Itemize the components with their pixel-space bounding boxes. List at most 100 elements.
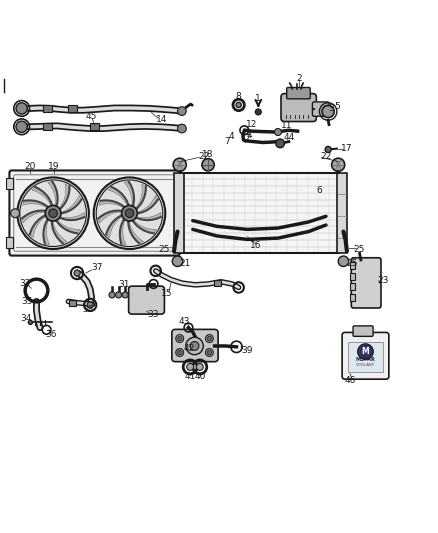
Circle shape	[122, 205, 138, 221]
Text: 14: 14	[155, 115, 167, 124]
Polygon shape	[43, 220, 49, 245]
Text: COOLANT: COOLANT	[356, 363, 375, 367]
Polygon shape	[32, 187, 52, 205]
Circle shape	[176, 335, 184, 343]
Text: 44: 44	[283, 133, 294, 142]
Polygon shape	[62, 196, 81, 213]
Circle shape	[116, 292, 122, 298]
Text: 23: 23	[378, 276, 389, 285]
Bar	[7, 237, 13, 248]
Circle shape	[122, 292, 128, 298]
FancyBboxPatch shape	[351, 258, 381, 308]
Bar	[350, 272, 355, 280]
Text: 22: 22	[320, 151, 332, 160]
Text: 7: 7	[244, 134, 250, 143]
Text: 33: 33	[147, 310, 159, 319]
Polygon shape	[60, 212, 85, 220]
Circle shape	[255, 109, 261, 115]
Polygon shape	[23, 200, 47, 207]
Circle shape	[28, 320, 32, 325]
Text: 16: 16	[251, 241, 262, 250]
Text: 34: 34	[20, 313, 32, 322]
Bar	[176, 179, 183, 189]
Bar	[176, 237, 183, 248]
Circle shape	[49, 209, 57, 217]
FancyBboxPatch shape	[129, 286, 164, 314]
Text: 17: 17	[341, 144, 353, 153]
Bar	[214, 280, 221, 286]
Circle shape	[172, 256, 183, 266]
Circle shape	[202, 159, 214, 171]
Polygon shape	[99, 200, 124, 207]
Bar	[350, 282, 355, 289]
Text: 19: 19	[48, 163, 60, 172]
Text: 25: 25	[353, 245, 364, 254]
Bar	[90, 123, 99, 130]
Circle shape	[276, 139, 285, 148]
Text: 45: 45	[85, 112, 97, 121]
Circle shape	[177, 336, 182, 341]
Polygon shape	[22, 211, 45, 223]
FancyBboxPatch shape	[281, 94, 316, 122]
Text: 11: 11	[281, 120, 293, 130]
Text: 8: 8	[236, 92, 241, 101]
Text: 21: 21	[180, 259, 191, 268]
Text: 38: 38	[82, 305, 94, 314]
Text: 36: 36	[45, 330, 57, 338]
Circle shape	[16, 121, 27, 133]
Text: 6: 6	[317, 185, 322, 195]
Polygon shape	[48, 182, 58, 205]
Bar	[350, 262, 355, 269]
Polygon shape	[124, 182, 134, 205]
Circle shape	[332, 158, 345, 171]
Polygon shape	[106, 216, 121, 238]
FancyBboxPatch shape	[172, 329, 218, 362]
Circle shape	[186, 337, 203, 354]
Circle shape	[190, 342, 199, 350]
Polygon shape	[120, 220, 126, 245]
Circle shape	[177, 350, 182, 354]
Circle shape	[205, 335, 213, 343]
Polygon shape	[138, 196, 158, 213]
Text: 5: 5	[334, 102, 340, 111]
Circle shape	[177, 124, 186, 133]
Text: 46: 46	[344, 376, 356, 384]
Text: 15: 15	[161, 289, 173, 298]
Circle shape	[177, 107, 186, 116]
Polygon shape	[133, 221, 156, 233]
Bar	[350, 294, 355, 302]
Circle shape	[94, 177, 165, 249]
Text: 4: 4	[247, 131, 252, 140]
Circle shape	[196, 364, 203, 370]
Polygon shape	[52, 222, 67, 243]
Text: 25: 25	[159, 245, 170, 254]
Circle shape	[187, 364, 194, 370]
Circle shape	[275, 128, 282, 135]
Text: 7: 7	[224, 137, 230, 146]
Text: 18: 18	[202, 150, 214, 159]
Text: 1: 1	[255, 94, 261, 103]
Circle shape	[322, 106, 334, 118]
Text: 42: 42	[184, 344, 195, 353]
Polygon shape	[128, 222, 143, 243]
FancyBboxPatch shape	[312, 102, 329, 116]
Text: 12: 12	[246, 120, 258, 128]
Circle shape	[176, 349, 184, 357]
Text: 32: 32	[19, 279, 30, 288]
Text: MOPAR: MOPAR	[356, 358, 375, 362]
Circle shape	[236, 102, 241, 108]
Bar	[174, 173, 184, 253]
Bar	[348, 342, 383, 372]
Polygon shape	[30, 216, 45, 238]
Text: 39: 39	[242, 346, 253, 355]
Text: 3: 3	[328, 104, 334, 113]
Circle shape	[16, 103, 27, 114]
Text: 2: 2	[296, 74, 302, 83]
Polygon shape	[57, 221, 80, 233]
Circle shape	[74, 270, 80, 276]
Circle shape	[357, 344, 373, 359]
Polygon shape	[136, 184, 146, 208]
Polygon shape	[99, 211, 121, 223]
Text: 4: 4	[228, 132, 234, 141]
Circle shape	[325, 147, 331, 152]
